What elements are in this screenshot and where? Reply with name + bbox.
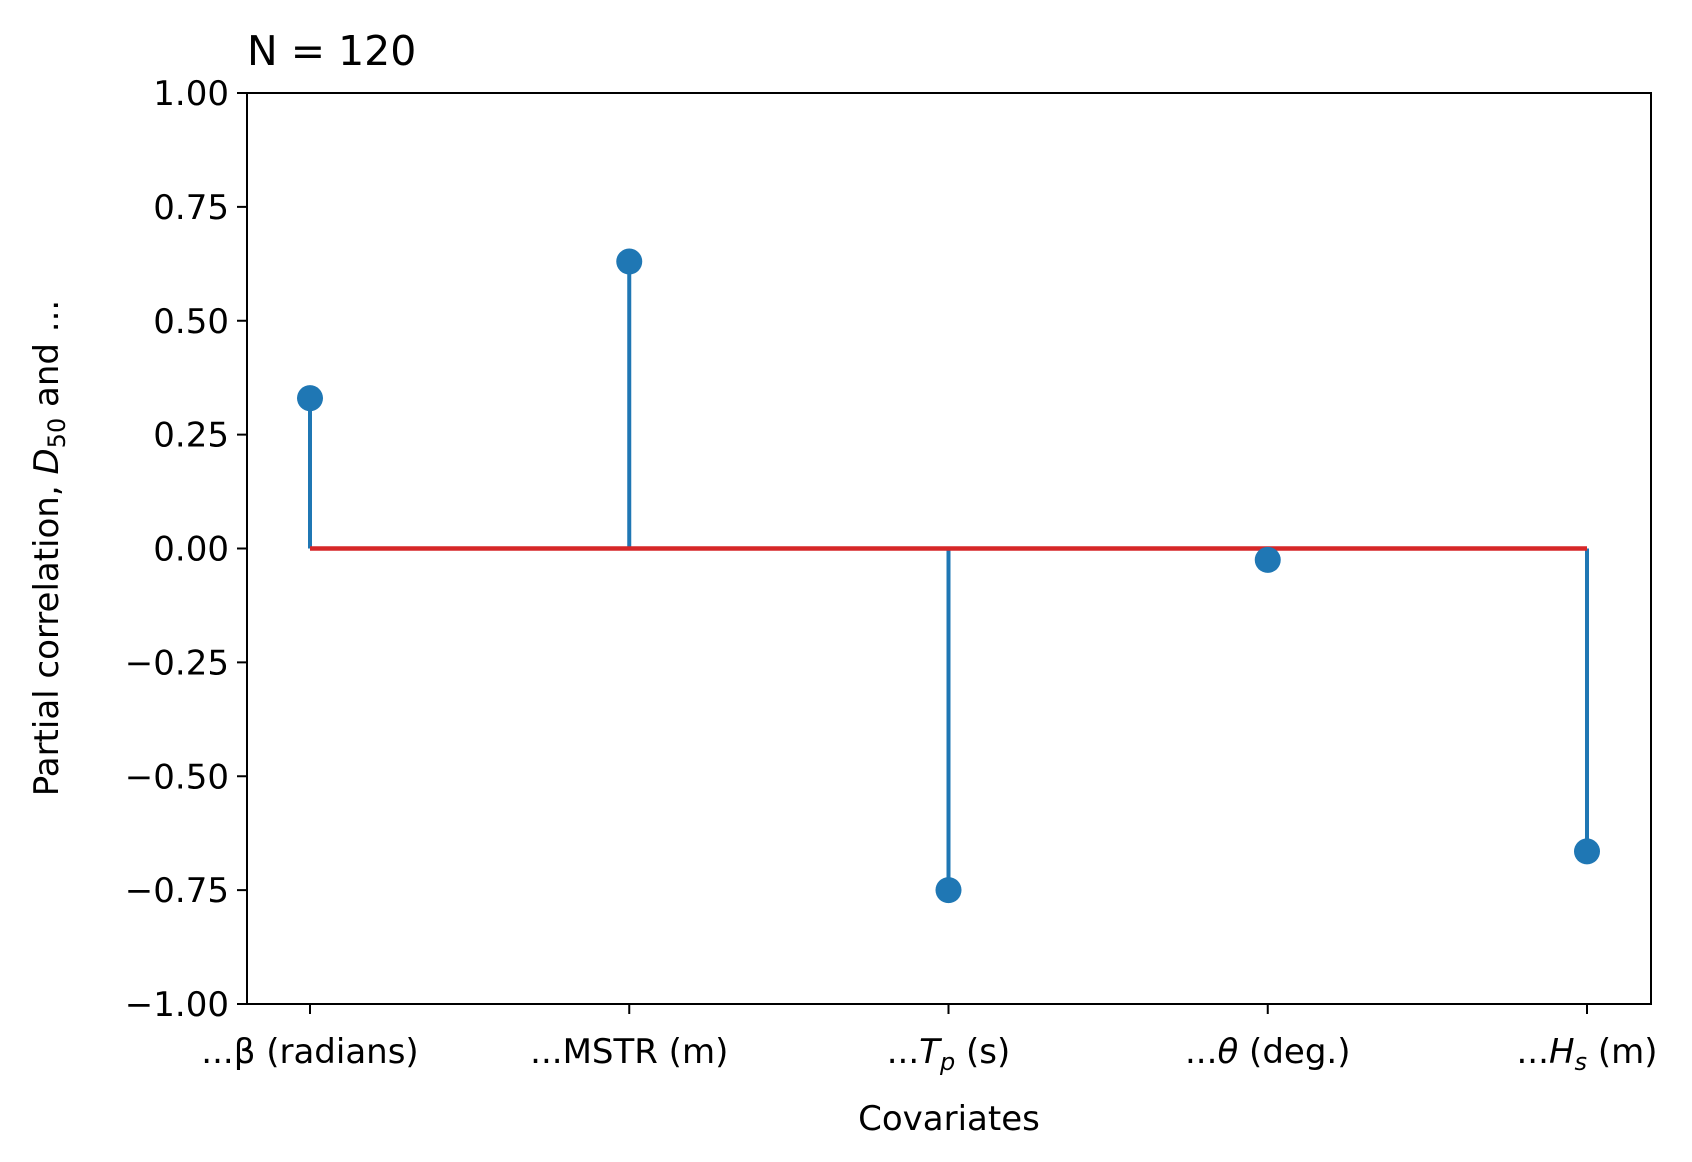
- y-tick-label-8: 1.00: [153, 74, 229, 114]
- y-tick-label-7: 0.75: [153, 188, 229, 228]
- stem-marker-4: [1574, 838, 1600, 865]
- x-tick-label-3: ...θ (deg.): [1185, 1032, 1350, 1072]
- y-tick-label-3: −0.25: [125, 643, 229, 683]
- y-tick-label-2: −0.50: [125, 757, 229, 797]
- x-axis: ...β (radians) ...MSTR (m) ...Tp (s) ...θ (…: [201, 1004, 1658, 1076]
- y-tick-label-5: 0.25: [153, 416, 229, 456]
- stem-marker-2: [935, 877, 962, 904]
- stem-marker-0: [297, 385, 323, 412]
- x-tick-label-0: ...β (radians): [201, 1032, 418, 1072]
- stem-markers: [297, 248, 1600, 904]
- y-tick-label-4: 0.00: [153, 530, 229, 570]
- y-axis: −1.00 −0.75 −0.50 −0.25 0.00 0.25 0.50 0.75 1.00: [125, 74, 247, 1025]
- x-tick-label-4: ...Hs (m): [1517, 1032, 1658, 1076]
- y-axis-label: Partial correlation, D50 and ...: [27, 300, 71, 796]
- stem-marker-1: [616, 248, 643, 275]
- x-tick-label-1: ...MSTR (m): [530, 1032, 728, 1072]
- y-tick-label-6: 0.50: [153, 302, 229, 342]
- stem-marker-3: [1254, 546, 1281, 573]
- x-tick-label-2: ...Tp (s): [887, 1032, 1011, 1076]
- chart-title: N = 120: [247, 27, 416, 75]
- stem-lines: [308, 261, 1589, 891]
- y-tick-label-0: −1.00: [125, 985, 229, 1025]
- y-tick-label-1: −0.75: [125, 871, 229, 911]
- x-axis-label: Covariates: [858, 1099, 1040, 1139]
